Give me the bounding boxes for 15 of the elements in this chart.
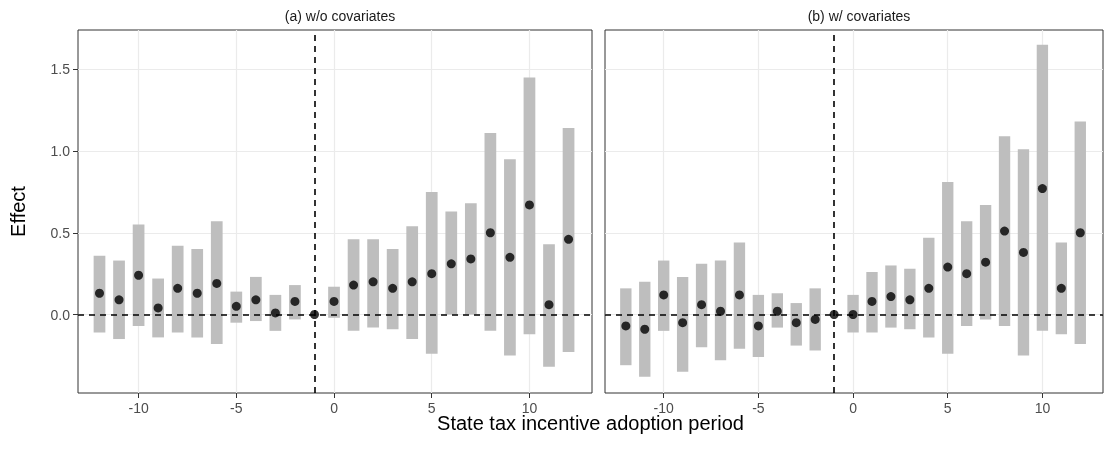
x-tick-label: -5	[752, 400, 765, 416]
x-tick-label: 0	[849, 400, 858, 416]
x-tick-label: 5	[427, 400, 436, 416]
x-tick-label: -10	[128, 400, 149, 416]
chart-title: (a) w/o covariates	[284, 8, 396, 24]
y-tick-label: 1.0	[50, 143, 71, 159]
y-axis-title: Effect	[7, 185, 29, 237]
x-tick-label: 0	[330, 400, 339, 416]
x-tick-label: 5	[943, 400, 952, 416]
y-tick-label: 0.5	[50, 224, 71, 241]
y-tick-label: 1.5	[50, 61, 71, 78]
y-tick-label: 0.0	[50, 306, 71, 323]
x-tick-label: 10	[1034, 400, 1051, 416]
x-tick-label: -5	[230, 400, 243, 416]
chart-title: (b) w/ covariates	[807, 8, 911, 24]
